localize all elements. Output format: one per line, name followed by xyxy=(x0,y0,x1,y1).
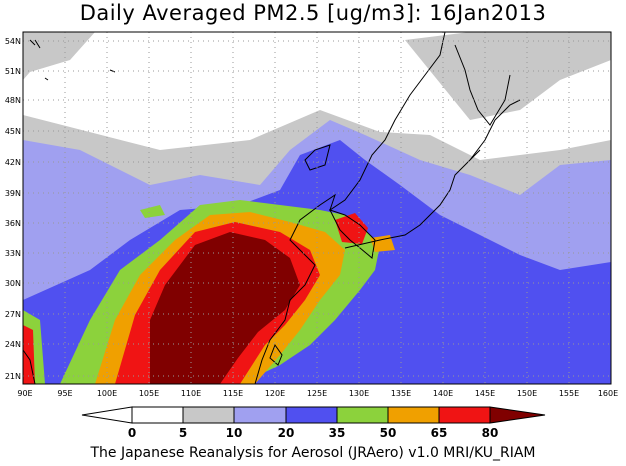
lon-label: 100E xyxy=(97,389,117,398)
lon-label: 105E xyxy=(139,389,159,398)
longitude-labels: 90E 95E 100E 105E 110E 115E 120E 125E 13… xyxy=(17,389,618,398)
contour-over-80 xyxy=(150,232,300,384)
colorbar-label: 50 xyxy=(380,426,397,440)
lon-label: 125E xyxy=(307,389,327,398)
lat-label: 45N xyxy=(5,127,21,136)
lat-label: 27N xyxy=(5,310,21,319)
lat-label: 39N xyxy=(5,189,21,198)
colorbar-label: 80 xyxy=(482,426,499,440)
lat-label: 42N xyxy=(5,158,21,167)
credit-line: The Japanese Reanalysis for Aerosol (JRA… xyxy=(90,445,536,461)
colorbar-label: 10 xyxy=(226,426,243,440)
lat-label: 48N xyxy=(5,96,21,105)
colorbar-swatch-5 xyxy=(387,406,440,424)
lon-label: 140E xyxy=(433,389,453,398)
lon-label: 135E xyxy=(391,389,411,398)
colorbar-high-arrow xyxy=(489,406,546,424)
lat-label: 24N xyxy=(5,340,21,349)
colorbar-label: 0 xyxy=(128,426,136,440)
lon-label: 130E xyxy=(349,389,369,398)
map-title: Daily Averaged PM2.5 [ug/m3]: 16Jan2013 xyxy=(79,1,547,25)
lon-label: 160E xyxy=(598,389,618,398)
lon-label: 120E xyxy=(265,389,285,398)
latitude-labels: 21N 24N 27N 30N 33N 36N 39N 42N 45N 48N … xyxy=(5,37,21,381)
colorbar-label: 35 xyxy=(329,426,346,440)
lat-label: 51N xyxy=(5,67,21,76)
lat-label: 30N xyxy=(5,279,21,288)
colorbar-label: 65 xyxy=(431,426,448,440)
colorbar-swatch-0 xyxy=(131,406,184,424)
lat-label: 33N xyxy=(5,249,21,258)
lon-label: 115E xyxy=(223,389,243,398)
colorbar-low-arrow xyxy=(81,406,133,424)
colorbar: 0 5 10 20 35 50 65 80 xyxy=(81,406,546,440)
lat-label: 36N xyxy=(5,219,21,228)
map-frame xyxy=(22,31,612,385)
lon-label: 90E xyxy=(17,389,32,398)
lon-label: 110E xyxy=(181,389,201,398)
colorbar-label: 20 xyxy=(278,426,295,440)
lon-label: 155E xyxy=(559,389,579,398)
lon-label: 150E xyxy=(517,389,537,398)
colorbar-label: 5 xyxy=(179,426,187,440)
lon-label: 95E xyxy=(57,389,72,398)
coastlines xyxy=(23,32,521,384)
graticule xyxy=(23,32,611,384)
colorbar-swatch-2 xyxy=(233,406,287,424)
lon-label: 145E xyxy=(475,389,495,398)
colorbar-swatch-3 xyxy=(285,406,338,424)
lat-label: 21N xyxy=(5,372,21,381)
colorbar-swatch-1 xyxy=(182,406,235,424)
colorbar-swatch-4 xyxy=(336,406,389,424)
lat-label: 54N xyxy=(5,37,21,46)
colorbar-swatch-6 xyxy=(438,406,491,424)
